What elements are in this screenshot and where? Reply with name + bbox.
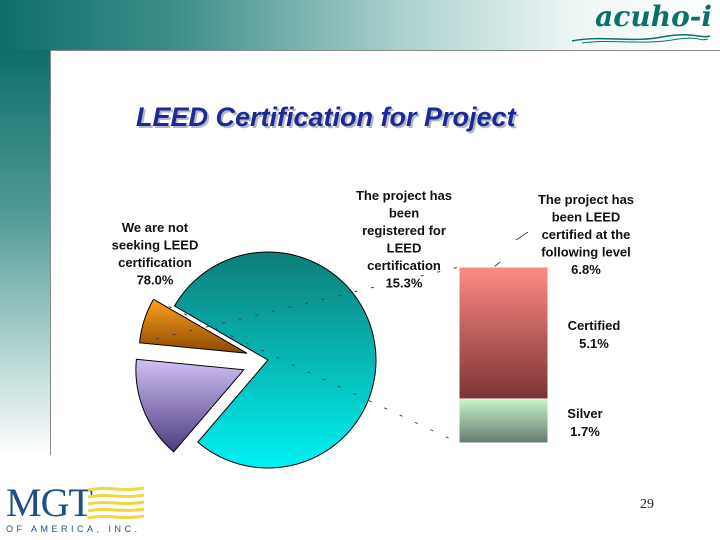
breakdown-label-0-line: Certified xyxy=(568,318,621,333)
pie-slice-label-1-line: 15.3% xyxy=(386,276,423,291)
pie-slice-label-2: The project has been LEED certified at the… xyxy=(538,192,634,277)
breakdown-label-0: Certified 5.1% xyxy=(568,318,621,351)
frame-divider-vertical xyxy=(50,50,51,455)
pie-slice-label-2-line: certified at the xyxy=(542,227,631,242)
footer-logo-main: MGT xyxy=(6,480,93,525)
breakdown-bar-segment-1 xyxy=(458,398,549,444)
brand-name: acuho-i xyxy=(595,0,712,33)
pie-slice-label-0-line: We are not xyxy=(122,220,189,235)
page-number: 29 xyxy=(640,497,654,512)
brand-swash-icon xyxy=(571,33,711,44)
pie-slice-label-2-line: 6.8% xyxy=(571,262,601,277)
breakdown-label-1: Silver 1.7% xyxy=(567,406,602,439)
pie-slice-label-0-line: 78.0% xyxy=(137,273,174,288)
logo-stripes-icon xyxy=(88,486,144,520)
pie-slice-label-0-line: certification xyxy=(118,255,192,270)
leader-line-upper xyxy=(515,231,529,241)
footer-logo: MGT OF AMERICA, INC. xyxy=(4,482,144,538)
brand-logo: acuho-i xyxy=(562,2,712,48)
pie-slice-label-1-line: The project has xyxy=(356,188,452,203)
breakdown-label-1-line: Silver xyxy=(567,406,602,421)
connector-line-top xyxy=(139,266,460,344)
footer-logo-subtitle: OF AMERICA, INC. xyxy=(6,524,141,534)
breakdown-label-0-line: 5.1% xyxy=(579,336,609,351)
pie-slice-label-0: We are not seeking LEED certification 78.0% xyxy=(112,220,199,288)
pie-slice-label-1-line: LEED xyxy=(387,241,422,256)
pie-slice-1 xyxy=(135,358,245,453)
breakdown-label-1-line: 1.7% xyxy=(570,424,600,439)
pie-slice-label-2-line: been LEED xyxy=(552,210,621,225)
chart-title: LEED Certification for Project xyxy=(136,102,516,132)
pie-slice-label-2-line: The project has xyxy=(538,192,634,207)
pie-slice-0 xyxy=(173,251,377,469)
breakdown-bar-segment-0 xyxy=(458,266,549,400)
pie-slice-label-1: The project has been registered for LEED cer… xyxy=(356,188,452,291)
pie-slice-label-1-line: certification xyxy=(367,258,441,273)
pie-slice-label-0-line: seeking LEED xyxy=(112,238,199,253)
pie-slice-label-1-line: been xyxy=(389,206,419,221)
pie-slice-label-2-line: following level xyxy=(541,245,631,260)
side-band xyxy=(0,50,50,455)
frame-divider-horizontal xyxy=(50,50,720,51)
pie-slice-label-1-line: registered for xyxy=(362,223,446,238)
